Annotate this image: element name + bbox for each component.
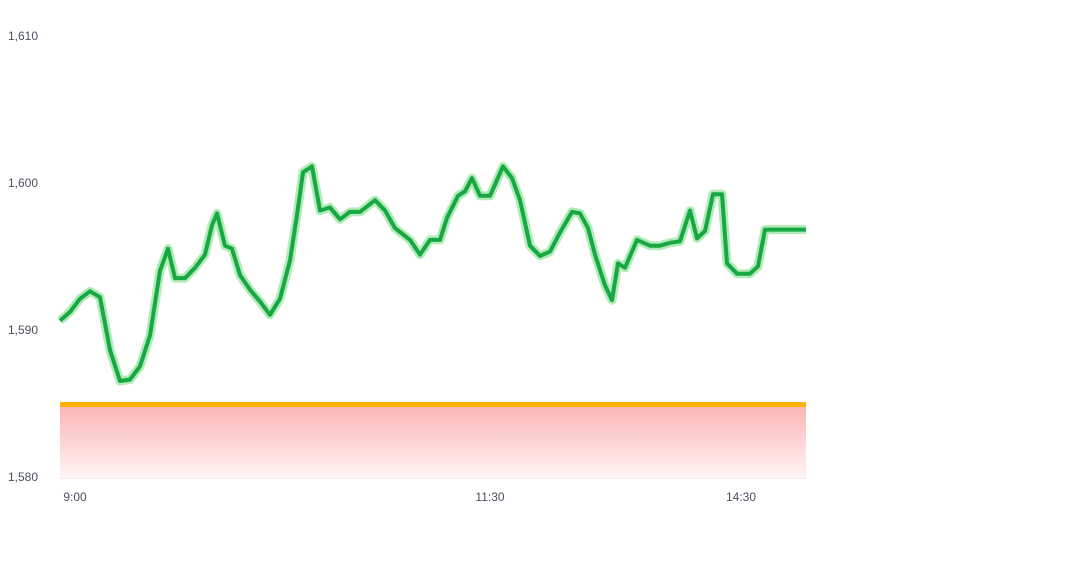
y-tick-label: 1,590: [8, 323, 38, 337]
x-tick-label: 9:00: [63, 490, 87, 504]
baseline-area: [60, 404, 806, 478]
x-tick-label: 14:30: [726, 490, 756, 504]
price-line: [58, 164, 806, 383]
y-tick-label: 1,610: [8, 29, 38, 43]
y-tick-label: 1,580: [8, 470, 38, 484]
y-tick-label: 1,600: [8, 176, 38, 190]
x-tick-label: 11:30: [475, 490, 504, 504]
